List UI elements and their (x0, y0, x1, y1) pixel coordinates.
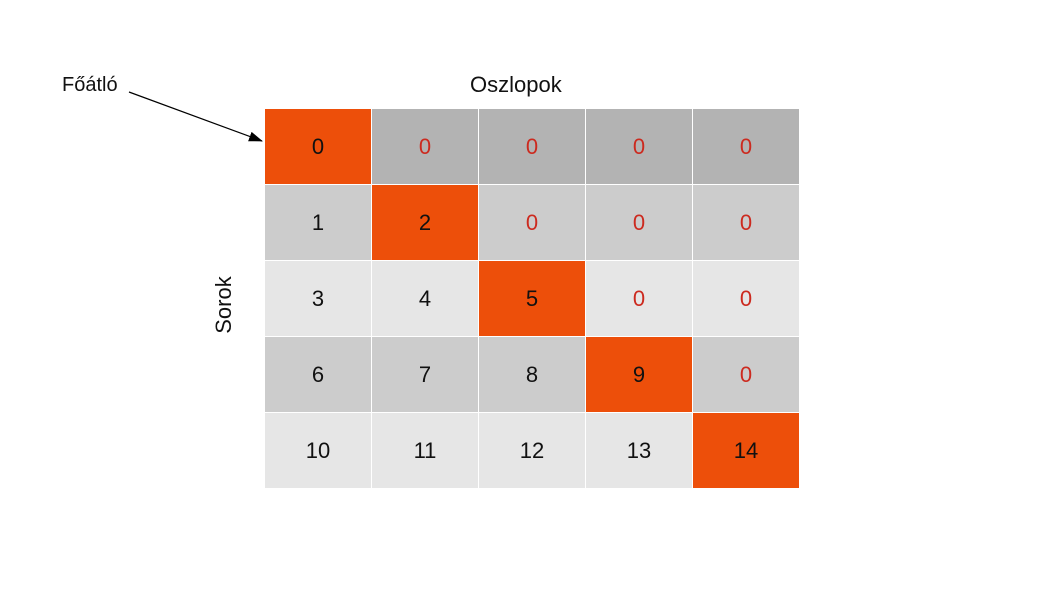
matrix-cell-zero: 0 (586, 109, 692, 184)
matrix-cell-diagonal: 9 (586, 337, 692, 412)
matrix-cell-zero: 0 (693, 261, 799, 336)
matrix-cell: 3 (265, 261, 371, 336)
matrix-cell: 11 (372, 413, 478, 488)
matrix-cell: 13 (586, 413, 692, 488)
rows-label: Sorok (211, 276, 236, 334)
columns-label: Oszlopok (470, 72, 562, 97)
lower-triangular-matrix: 0 0 0 0 0 1 2 0 0 0 3 4 5 0 0 6 7 8 9 0 … (265, 109, 799, 488)
matrix-cell: 10 (265, 413, 371, 488)
matrix-cell-zero: 0 (479, 185, 585, 260)
matrix-cell-diagonal: 5 (479, 261, 585, 336)
matrix-cell-zero: 0 (372, 109, 478, 184)
matrix-cell: 8 (479, 337, 585, 412)
matrix-cell-zero: 0 (479, 109, 585, 184)
matrix-cell-zero: 0 (693, 185, 799, 260)
matrix-cell-zero: 0 (693, 109, 799, 184)
matrix-cell-diagonal: 0 (265, 109, 371, 184)
matrix-cell: 7 (372, 337, 478, 412)
main-diagonal-label: Főátló (62, 74, 118, 96)
matrix-cell-diagonal: 14 (693, 413, 799, 488)
arrow-line (128, 91, 263, 142)
matrix-cell-zero: 0 (693, 337, 799, 412)
matrix-cell: 1 (265, 185, 371, 260)
matrix-cell: 12 (479, 413, 585, 488)
matrix-cell-zero: 0 (586, 185, 692, 260)
matrix-cell-zero: 0 (586, 261, 692, 336)
matrix-cell: 4 (372, 261, 478, 336)
matrix-cell-diagonal: 2 (372, 185, 478, 260)
matrix-cell: 6 (265, 337, 371, 412)
